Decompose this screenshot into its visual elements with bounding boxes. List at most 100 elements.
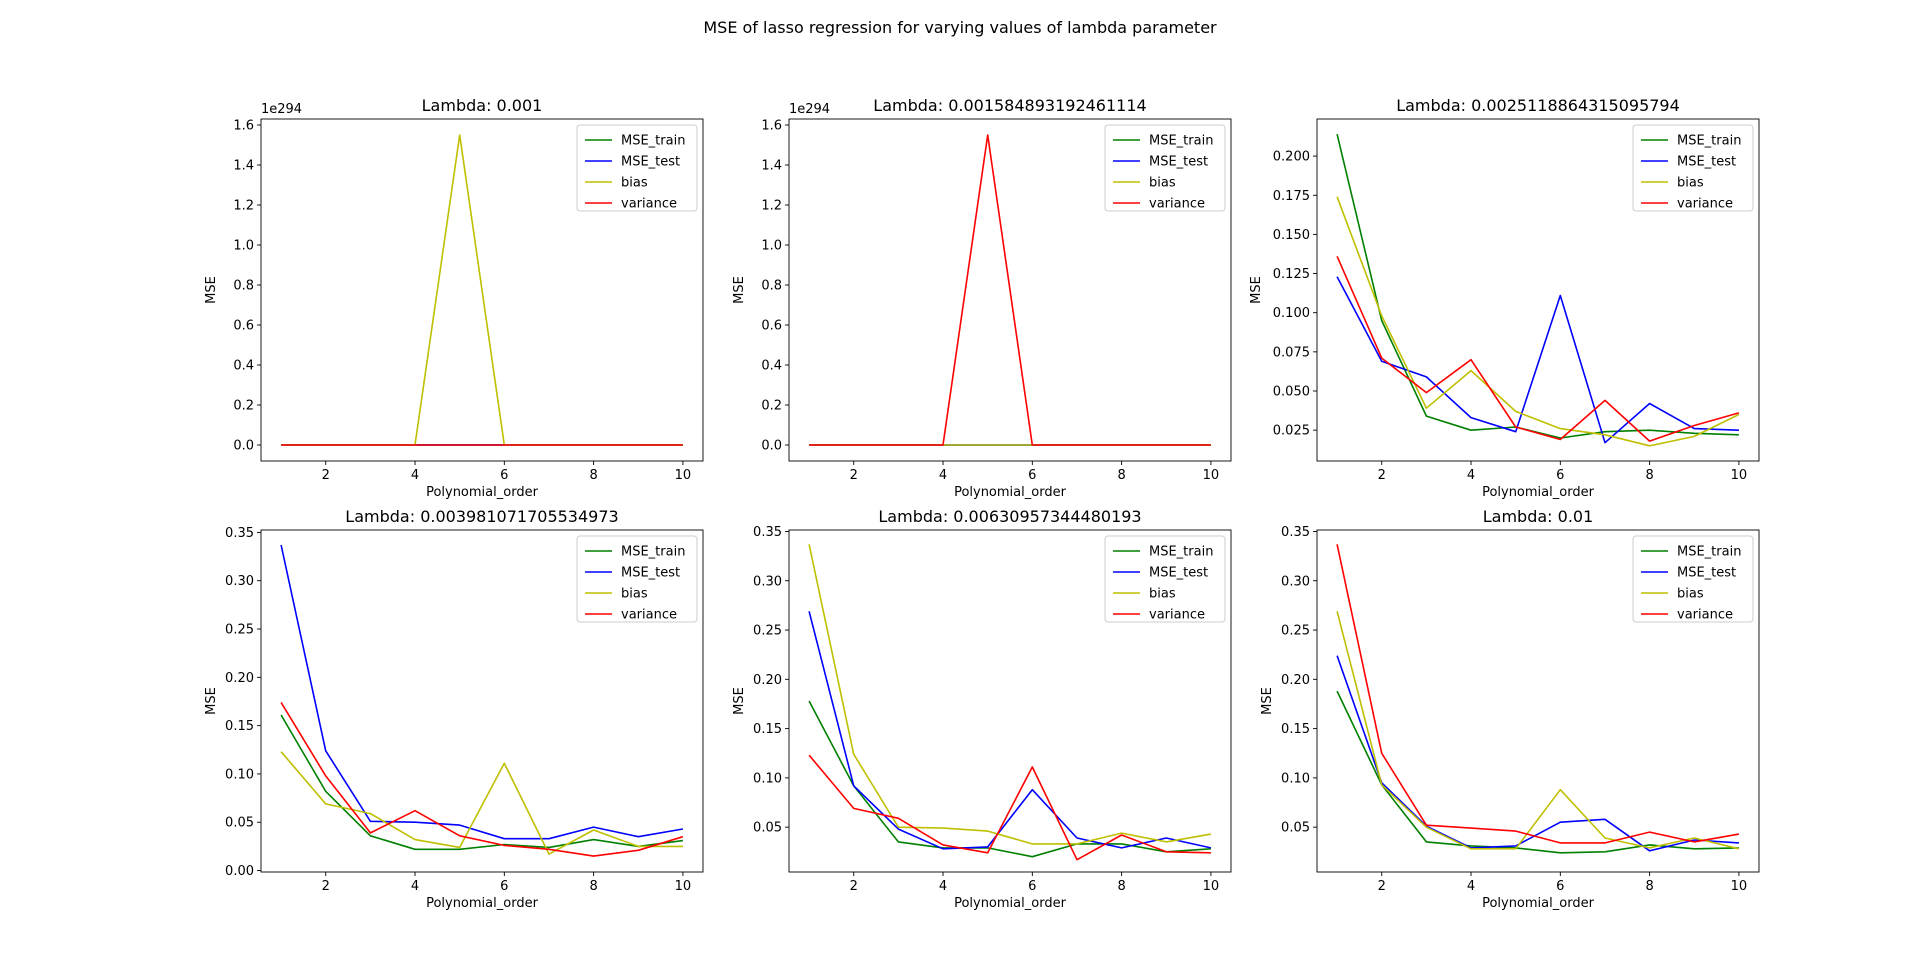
x-tick-label: 4 — [939, 879, 947, 894]
series-line-mse-test — [1336, 276, 1739, 444]
y-tick-label: 0.025 — [1273, 424, 1310, 439]
x-tick-label: 2 — [322, 879, 330, 894]
series-line-bias — [280, 751, 683, 855]
plot-frame — [1316, 529, 1760, 873]
plot-frame — [1316, 118, 1760, 462]
y-tick-label: 0.0 — [233, 439, 254, 454]
x-tick-label: 8 — [589, 879, 597, 894]
y-tick-label: 0.05 — [225, 816, 254, 831]
legend-entry: bias — [1677, 587, 1704, 602]
plot-frame — [788, 118, 1232, 462]
y-tick-label: 0.05 — [753, 821, 782, 836]
subplot-title: Lambda: 0.001584893192461114 — [873, 96, 1146, 115]
y-axis-label: MSE — [1249, 276, 1264, 304]
subplot-title: Lambda: 0.001 — [422, 96, 543, 115]
x-tick-label: 6 — [1556, 468, 1564, 483]
legend-box — [576, 535, 698, 623]
y-tick-label: 0.100 — [1273, 306, 1310, 321]
legend-entry: MSE_train — [621, 134, 685, 149]
subplot-2: Lambda: 0.001584893192461114 1e294 2 4 6 8 10 0… — [732, 96, 1232, 500]
y-tick-label: 0.2 — [233, 399, 254, 414]
legend-entry: MSE_train — [1677, 545, 1741, 560]
axis-offset-text: 1e294 — [789, 102, 830, 117]
y-tick-label: 0.30 — [225, 574, 254, 589]
legend-entry: variance — [1677, 197, 1733, 212]
y-axis-label: MSE — [204, 276, 219, 304]
y-tick-label: 0.8 — [233, 279, 254, 294]
legend-entry: variance — [621, 197, 677, 212]
y-tick-label: 0.05 — [1281, 821, 1310, 836]
y-tick-label: 1.4 — [761, 159, 782, 174]
x-tick-label: 2 — [850, 468, 858, 483]
subplot-title: Lambda: 0.003981071705534973 — [345, 507, 618, 526]
subplot-title: Lambda: 0.0025118864315095794 — [1396, 96, 1680, 115]
y-tick-label: 0.6 — [233, 319, 254, 334]
series-line-variance — [1336, 255, 1740, 442]
y-tick-label: 1.2 — [233, 199, 254, 214]
y-tick-label: 0.35 — [753, 525, 782, 540]
x-tick-label: 10 — [1203, 468, 1220, 483]
legend-entry: MSE_test — [1677, 155, 1736, 170]
y-tick-label: 0.15 — [225, 719, 254, 734]
x-axis-label: Polynomial_order — [954, 485, 1067, 500]
plot-frame — [788, 529, 1232, 873]
y-axis-label: MSE — [732, 687, 747, 715]
legend-entry: bias — [1149, 587, 1176, 602]
x-tick-label: 4 — [1467, 468, 1475, 483]
subplot-4: Lambda: 0.003981071705534973 2 4 6 8 10 0.00 0.… — [204, 507, 704, 911]
x-tick-label: 6 — [1028, 879, 1036, 894]
y-tick-label: 0.20 — [1281, 673, 1310, 688]
legend-entry: MSE_test — [621, 155, 680, 170]
y-tick-label: 0.4 — [761, 359, 782, 374]
series-line-mse-test — [1336, 655, 1739, 852]
y-axis-label: MSE — [732, 276, 747, 304]
x-tick-label: 6 — [1556, 879, 1564, 894]
y-tick-label: 0.00 — [225, 864, 254, 879]
x-axis-label: Polynomial_order — [1482, 896, 1595, 911]
x-tick-label: 8 — [1117, 468, 1125, 483]
y-tick-label: 0.4 — [233, 359, 254, 374]
legend-box — [1104, 124, 1226, 212]
subplot-1: Lambda: 0.001 1e294 2 4 6 8 10 0.0 0.2 0.4 0.6 0.8 1… — [204, 96, 704, 500]
x-tick-label: 8 — [1645, 468, 1653, 483]
subplot-3: Lambda: 0.0025118864315095794 2 4 6 8 10 0.025… — [1249, 96, 1760, 500]
legend-entry: bias — [1149, 176, 1176, 191]
x-tick-label: 6 — [1028, 468, 1036, 483]
legend-entry: MSE_test — [1149, 155, 1208, 170]
series-line-mse-train — [1336, 690, 1739, 854]
y-tick-label: 0.30 — [753, 574, 782, 589]
series-line-mse-train — [280, 714, 684, 851]
x-tick-label: 4 — [939, 468, 947, 483]
y-tick-label: 0.2 — [761, 399, 782, 414]
x-tick-label: 4 — [411, 468, 419, 483]
x-tick-label: 6 — [500, 468, 508, 483]
y-tick-label: 0.25 — [753, 624, 782, 639]
x-axis-label: Polynomial_order — [954, 896, 1067, 911]
legend-box — [1632, 124, 1754, 212]
x-tick-label: 10 — [1731, 879, 1748, 894]
y-tick-label: 0.0 — [761, 439, 782, 454]
y-tick-label: 0.8 — [761, 279, 782, 294]
y-tick-label: 0.30 — [1281, 574, 1310, 589]
series-line-variance — [809, 134, 1211, 446]
y-tick-label: 0.25 — [225, 623, 254, 638]
legend-box — [576, 124, 698, 212]
y-tick-label: 0.125 — [1273, 267, 1310, 282]
x-tick-label: 2 — [322, 468, 330, 483]
legend-box — [1104, 535, 1226, 623]
x-axis-label: Polynomial_order — [426, 485, 539, 500]
plot-frame — [260, 118, 704, 462]
legend-entry: bias — [621, 587, 648, 602]
y-tick-label: 1.0 — [233, 239, 254, 254]
legend-entry: MSE_test — [621, 566, 680, 581]
y-tick-label: 0.35 — [225, 526, 254, 541]
y-tick-label: 0.10 — [1281, 771, 1310, 786]
legend-entry: MSE_test — [1677, 566, 1736, 581]
legend-entry: MSE_train — [621, 545, 685, 560]
y-tick-label: 1.6 — [233, 119, 254, 134]
x-tick-label: 10 — [675, 468, 692, 483]
series-line-bias — [808, 544, 1212, 845]
y-tick-label: 0.075 — [1273, 345, 1310, 360]
